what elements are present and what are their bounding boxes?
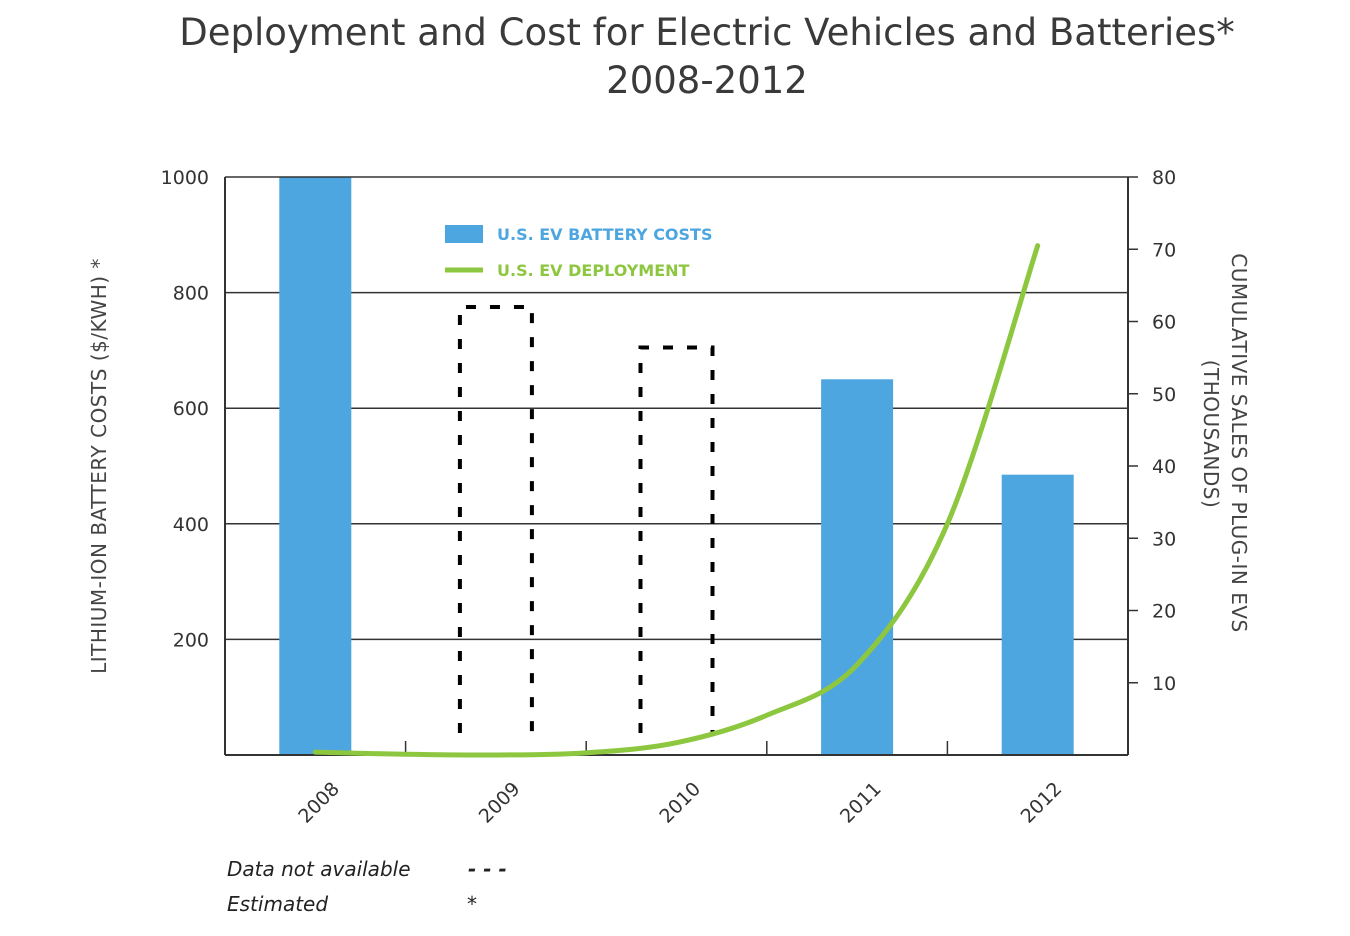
x-tick-label: 2008 — [294, 778, 344, 828]
bar — [279, 177, 352, 755]
left-tick-label: 800 — [173, 283, 209, 305]
x-tick-label: 2011 — [836, 778, 886, 828]
deployment-line — [312, 243, 1041, 758]
note-not-available-symbol: - - - — [468, 857, 507, 881]
left-tick-label: 400 — [173, 514, 209, 536]
x-tick-label: 2012 — [1017, 778, 1067, 828]
legend-line-label: U.S. EV DEPLOYMENT — [497, 261, 690, 280]
chart-subtitle: 2008-2012 — [606, 59, 808, 102]
bar — [1001, 474, 1074, 755]
left-tick-label: 600 — [173, 398, 209, 420]
axes — [224, 176, 1138, 756]
right-tick-label: 70 — [1152, 239, 1176, 261]
right-tick-label: 80 — [1152, 167, 1176, 189]
y-axis-label: LITHIUM-ION BATTERY COSTS ($/KWH) * — [87, 258, 111, 674]
right-tick-labels: 10 20 30 40 50 60 70 80 — [1152, 167, 1176, 695]
left-tick-label: 1000 — [161, 167, 209, 189]
x-tick-label: 2010 — [655, 778, 705, 828]
legend: U.S. EV BATTERY COSTS U.S. EV DEPLOYMENT — [445, 225, 713, 280]
right-tick-label: 50 — [1152, 384, 1176, 406]
right-tick-label: 40 — [1152, 456, 1176, 478]
left-tick-label: 200 — [173, 629, 209, 651]
right-tick-label: 30 — [1152, 528, 1176, 550]
chart-title: Deployment and Cost for Electric Vehicle… — [179, 11, 1235, 54]
y2-axis-label-line2: (THOUSANDS) — [1199, 360, 1223, 509]
bars — [279, 177, 1074, 755]
note-estimated-label: Estimated — [227, 892, 328, 916]
left-tick-labels: 200 400 600 800 1000 — [161, 167, 209, 651]
x-tick-labels: 2008 2009 2010 2011 2012 — [294, 778, 1066, 828]
bar — [821, 379, 894, 755]
bar-not-available — [457, 305, 534, 733]
legend-bar-label: U.S. EV BATTERY COSTS — [497, 225, 713, 244]
gridlines — [225, 291, 1128, 641]
right-tick-label: 60 — [1152, 312, 1176, 334]
notes: Data not available - - - Estimated * — [227, 857, 507, 916]
deployment-line-layer — [312, 243, 1041, 758]
right-tick-label: 20 — [1152, 601, 1176, 623]
bar-not-available — [638, 345, 715, 733]
note-not-available-label: Data not available — [227, 857, 411, 881]
note-estimated-symbol: * — [467, 892, 477, 916]
y2-axis-label-line1: CUMULATIVE SALES OF PLUG-IN EVS — [1227, 253, 1251, 633]
right-tick-label: 10 — [1152, 673, 1176, 695]
x-tick-label: 2009 — [475, 778, 525, 828]
legend-bar-swatch — [445, 225, 483, 243]
